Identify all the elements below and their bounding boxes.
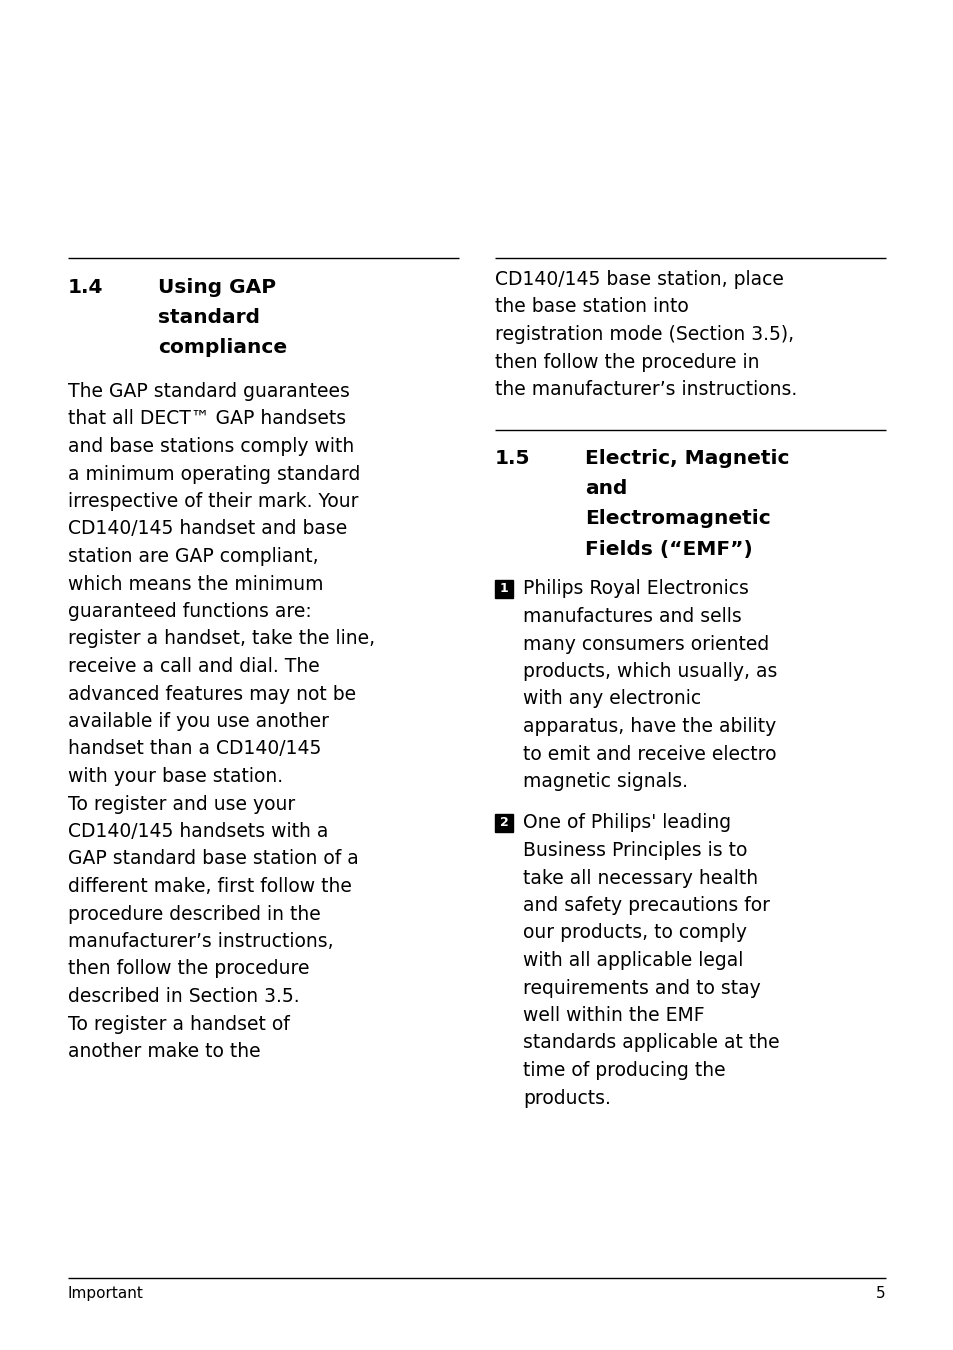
Text: time of producing the: time of producing the [522, 1061, 725, 1080]
Text: compliance: compliance [158, 338, 287, 356]
Text: 5: 5 [876, 1287, 885, 1301]
Text: to emit and receive electro: to emit and receive electro [522, 744, 776, 764]
Text: Fields (“EMF”): Fields (“EMF”) [584, 540, 752, 559]
Text: another make to the: another make to the [68, 1042, 260, 1061]
Text: the manufacturer’s instructions.: the manufacturer’s instructions. [495, 379, 797, 400]
Text: 1.5: 1.5 [495, 450, 530, 468]
Text: manufactures and sells: manufactures and sells [522, 608, 741, 626]
Text: CD140/145 handset and base: CD140/145 handset and base [68, 520, 347, 539]
Text: and safety precautions for: and safety precautions for [522, 896, 769, 915]
Text: a minimum operating standard: a minimum operating standard [68, 464, 360, 483]
Text: station are GAP compliant,: station are GAP compliant, [68, 547, 318, 566]
Text: manufacturer’s instructions,: manufacturer’s instructions, [68, 931, 334, 950]
Text: Electric, Magnetic: Electric, Magnetic [584, 450, 789, 468]
Text: apparatus, have the ability: apparatus, have the ability [522, 717, 776, 736]
Text: procedure described in the: procedure described in the [68, 904, 320, 923]
Text: CD140/145 base station, place: CD140/145 base station, place [495, 270, 783, 289]
Text: register a handset, take the line,: register a handset, take the line, [68, 629, 375, 648]
Text: that all DECT™ GAP handsets: that all DECT™ GAP handsets [68, 409, 346, 428]
Text: Important: Important [68, 1287, 144, 1301]
Text: then follow the procedure: then follow the procedure [68, 960, 309, 979]
Text: with all applicable legal: with all applicable legal [522, 950, 742, 971]
Text: and: and [584, 479, 627, 498]
Text: and base stations comply with: and base stations comply with [68, 437, 354, 456]
Text: irrespective of their mark. Your: irrespective of their mark. Your [68, 491, 358, 512]
Text: with any electronic: with any electronic [522, 690, 700, 709]
Text: 1.4: 1.4 [68, 278, 103, 297]
Text: 1: 1 [499, 582, 508, 595]
Text: standard: standard [158, 308, 260, 327]
Text: Philips Royal Electronics: Philips Royal Electronics [522, 579, 748, 598]
Text: registration mode (Section 3.5),: registration mode (Section 3.5), [495, 325, 793, 344]
Bar [495, 579, 513, 598]
Text: GAP standard base station of a: GAP standard base station of a [68, 849, 358, 868]
Text: available if you use another: available if you use another [68, 711, 329, 730]
Text: Using GAP: Using GAP [158, 278, 275, 297]
Text: To register a handset of: To register a handset of [68, 1014, 290, 1034]
Text: products, which usually, as: products, which usually, as [522, 662, 777, 680]
Text: many consumers oriented: many consumers oriented [522, 634, 768, 653]
Bar [495, 814, 513, 832]
Text: the base station into: the base station into [495, 297, 688, 316]
Text: guaranteed functions are:: guaranteed functions are: [68, 602, 312, 621]
Text: then follow the procedure in: then follow the procedure in [495, 352, 759, 371]
Text: The GAP standard guarantees: The GAP standard guarantees [68, 382, 350, 401]
Text: products.: products. [522, 1088, 610, 1107]
Text: 2: 2 [499, 815, 508, 829]
Text: advanced features may not be: advanced features may not be [68, 684, 355, 703]
Text: Business Principles is to: Business Principles is to [522, 841, 746, 860]
Text: our products, to comply: our products, to comply [522, 923, 746, 942]
Text: magnetic signals.: magnetic signals. [522, 772, 687, 791]
Text: described in Section 3.5.: described in Section 3.5. [68, 987, 299, 1006]
Text: different make, first follow the: different make, first follow the [68, 878, 352, 896]
Text: with your base station.: with your base station. [68, 767, 283, 786]
Text: handset than a CD140/145: handset than a CD140/145 [68, 740, 321, 759]
Text: One of Philips' leading: One of Philips' leading [522, 814, 730, 833]
Text: well within the EMF: well within the EMF [522, 1006, 704, 1025]
Text: To register and use your: To register and use your [68, 795, 294, 814]
Text: CD140/145 handsets with a: CD140/145 handsets with a [68, 822, 328, 841]
Text: requirements and to stay: requirements and to stay [522, 979, 760, 998]
Text: which means the minimum: which means the minimum [68, 575, 323, 594]
Text: receive a call and dial. The: receive a call and dial. The [68, 657, 319, 676]
Text: Electromagnetic: Electromagnetic [584, 509, 770, 528]
Text: standards applicable at the: standards applicable at the [522, 1034, 779, 1053]
Text: take all necessary health: take all necessary health [522, 868, 758, 887]
